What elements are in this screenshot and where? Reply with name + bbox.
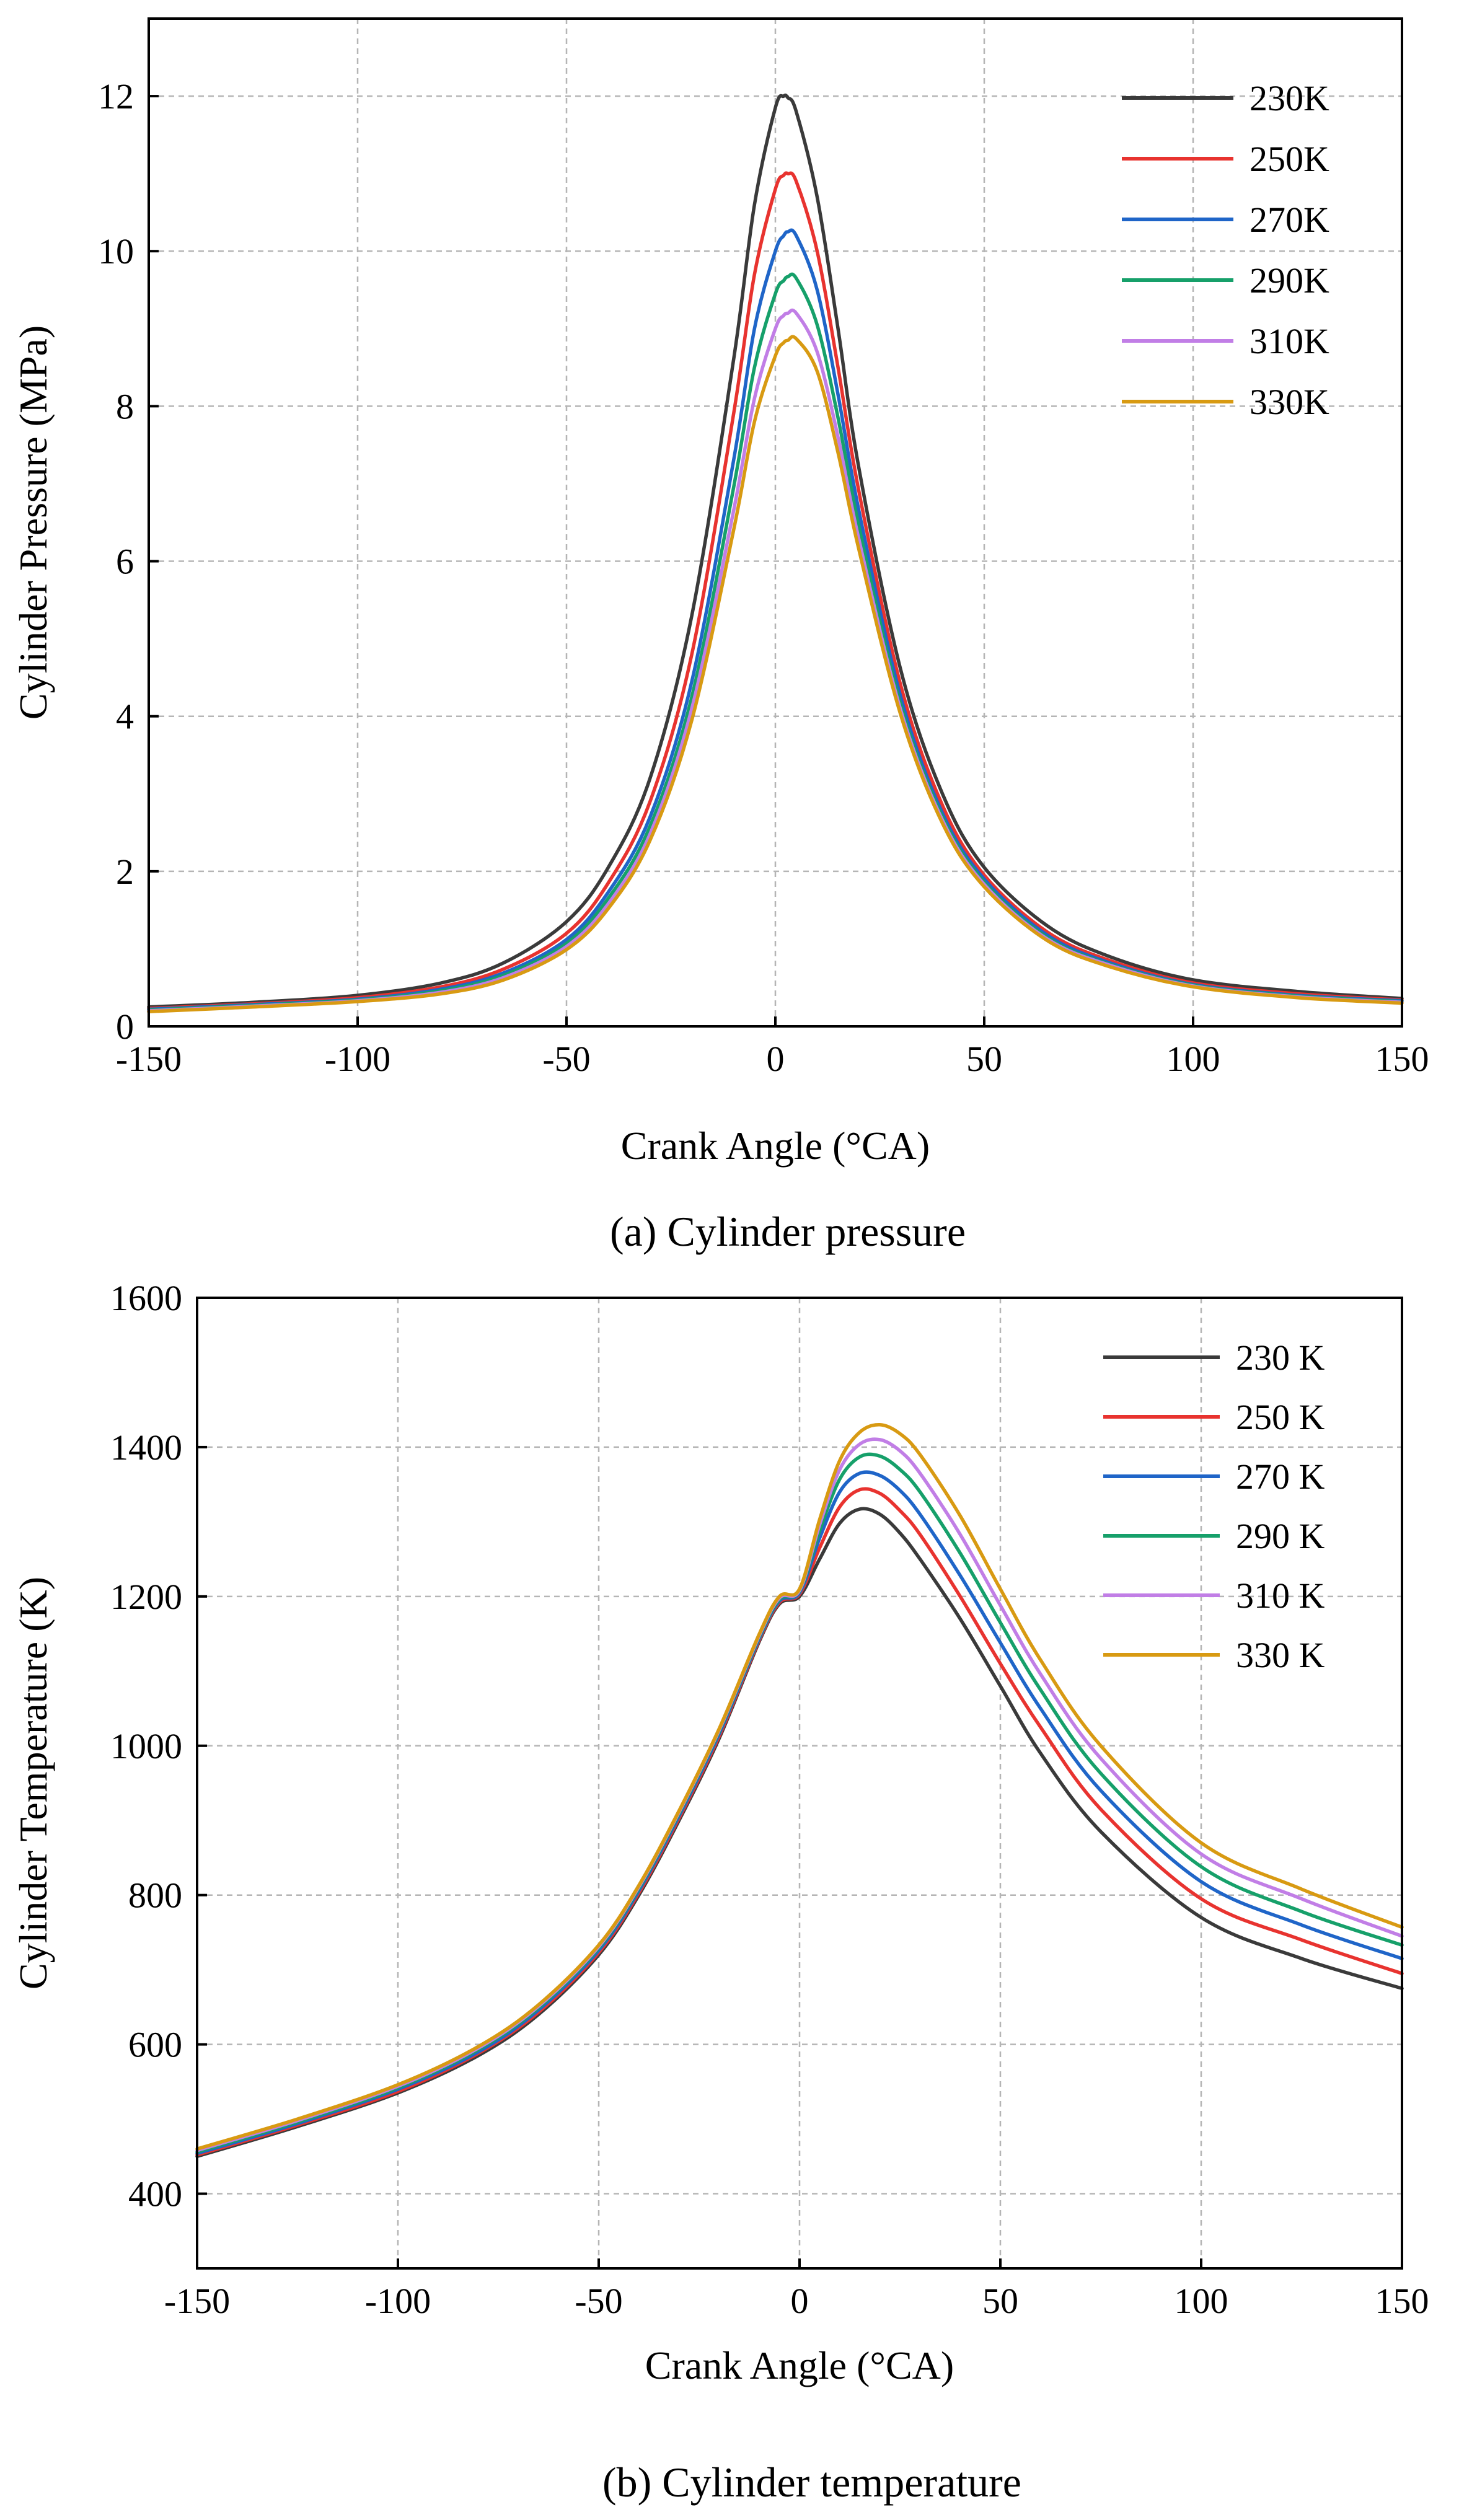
x-tick-label: -150 xyxy=(164,2281,230,2321)
x-tick-label: -100 xyxy=(325,1039,390,1079)
x-tick-label: 0 xyxy=(791,2281,809,2321)
series-line-270k xyxy=(195,1470,1404,2156)
series-line-270k xyxy=(147,228,1404,1011)
x-tick-label: 50 xyxy=(966,1039,1002,1079)
series-line-330k xyxy=(195,1423,1404,2151)
y-tick-label: 6 xyxy=(116,542,134,582)
x-axis-label: Crank Angle (°CA) xyxy=(621,1124,930,1168)
y-tick-label: 4 xyxy=(116,697,134,737)
legend: 230K 250K 270K 290K 310K 330K xyxy=(1122,78,1329,422)
legend-label: 290 K xyxy=(1236,1516,1325,1556)
x-tick-label: 50 xyxy=(982,2281,1018,2321)
series-line-330k xyxy=(147,335,1404,1013)
x-axis-label: Crank Angle (°CA) xyxy=(645,2343,954,2387)
panel-caption: (a) Cylinder pressure xyxy=(610,1208,966,1255)
y-axis-label: Cylinder Pressure (MPa) xyxy=(11,325,55,720)
x-tick-label: -50 xyxy=(575,2281,622,2321)
legend-label: 310K xyxy=(1250,321,1329,361)
temperature-chart: -150 -100 -50 0 50 100 150 400 600 800 1000 1200 140… xyxy=(11,1278,1429,2506)
x-tick-label: 150 xyxy=(1375,2281,1429,2321)
legend-label: 270K xyxy=(1250,200,1329,240)
x-tick-label: -100 xyxy=(365,2281,431,2321)
panel-caption: (b) Cylinder temperature xyxy=(602,2459,1021,2506)
y-tick-label: 0 xyxy=(116,1007,134,1047)
legend-label: 250 K xyxy=(1236,1397,1325,1437)
legend-label: 310 K xyxy=(1236,1575,1325,1616)
x-tick-label: 0 xyxy=(767,1039,785,1079)
y-tick-label: 1200 xyxy=(110,1577,182,1617)
series-line-250k xyxy=(147,171,1404,1010)
y-tick-label: 400 xyxy=(128,2174,182,2214)
y-tick-label: 12 xyxy=(98,76,134,117)
series-line-230k xyxy=(147,93,1404,1009)
series-line-230k xyxy=(195,1507,1404,2159)
y-axis-label: Cylinder Temperature (K) xyxy=(11,1577,55,1989)
legend-label: 330K xyxy=(1250,382,1329,422)
y-tick-label: 1600 xyxy=(110,1278,182,1318)
y-tick-label: 1000 xyxy=(110,1726,182,1766)
y-tick-label: 8 xyxy=(116,386,134,426)
legend-label: 230K xyxy=(1250,78,1329,118)
y-tick-label: 600 xyxy=(128,2025,182,2065)
legend-label: 250K xyxy=(1250,139,1329,179)
x-tick-label: -50 xyxy=(542,1039,590,1079)
y-tick-label: 10 xyxy=(98,231,134,271)
y-tick-label: 2 xyxy=(116,852,134,892)
x-tick-label: 150 xyxy=(1375,1039,1429,1079)
x-tick-label: 100 xyxy=(1175,2281,1228,2321)
y-tick-label: 800 xyxy=(128,1875,182,1916)
x-tick-label: 100 xyxy=(1166,1039,1220,1079)
legend-label: 330 K xyxy=(1236,1635,1325,1675)
series-line-290k xyxy=(147,272,1404,1012)
legend-label: 270 K xyxy=(1236,1456,1325,1497)
legend: 230 K 250 K 270 K 290 K 310 K 330 K xyxy=(1103,1337,1325,1675)
legend-label: 290K xyxy=(1250,260,1329,301)
x-tick-label: -150 xyxy=(116,1039,182,1079)
legend-label: 230 K xyxy=(1236,1337,1325,1378)
pressure-chart: -150 -100 -50 0 50 100 150 0 2 4 6 8 10 12 Crank Angl… xyxy=(11,17,1429,1255)
y-tick-label: 1400 xyxy=(110,1427,182,1468)
